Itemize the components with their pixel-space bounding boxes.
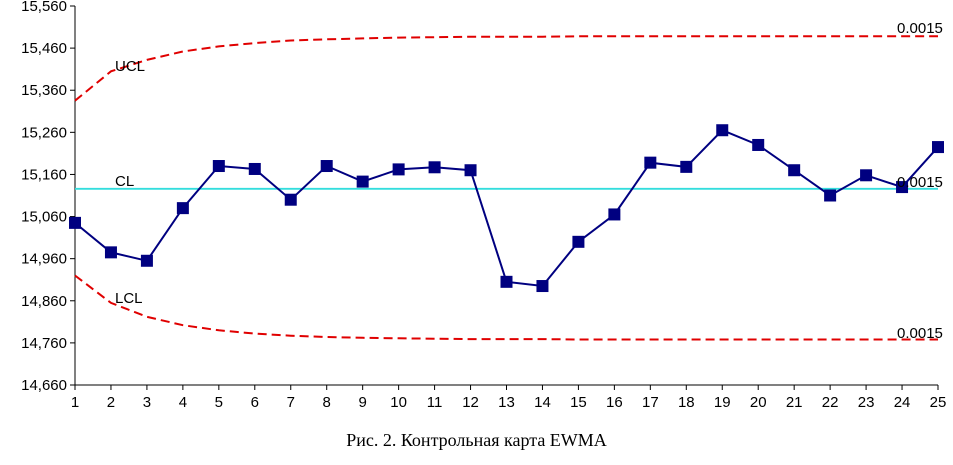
ucl-label: UCL: [115, 58, 145, 75]
ucl-alpha-label: 0.0015: [897, 20, 943, 37]
y-tick-label: 14,660: [21, 377, 67, 394]
x-tick-label: 7: [287, 394, 295, 411]
ewma-point: [69, 216, 81, 229]
ewma-point: [716, 124, 729, 137]
x-tick-label: 21: [786, 394, 803, 411]
ewma-point: [608, 208, 621, 221]
ewma-point: [464, 164, 477, 177]
ewma-point: [752, 138, 765, 151]
x-tick-label: 18: [678, 394, 695, 411]
x-tick-label: 10: [390, 394, 407, 411]
ewma-point: [284, 193, 297, 206]
ewma-point: [140, 254, 153, 267]
x-tick-label: 2: [107, 394, 115, 411]
x-tick-label: 16: [606, 394, 623, 411]
y-tick-label: 15,060: [21, 209, 67, 226]
ewma-point: [428, 161, 441, 174]
ewma-control-chart: 14,660 14,760 14,860 14,960 15,060 15,160 15,2…: [21, 0, 947, 411]
x-tick-label: 20: [750, 394, 767, 411]
y-tick-label: 15,360: [21, 82, 67, 99]
x-tick-label: 17: [642, 394, 659, 411]
x-tick-label: 12: [462, 394, 479, 411]
x-tick-label: 4: [179, 394, 187, 411]
ewma-point: [500, 275, 513, 288]
y-tick-labels: 14,660 14,760 14,860 14,960 15,060 15,160 15,2…: [21, 0, 67, 394]
x-tick-label: 24: [894, 394, 911, 411]
y-tick-label: 15,160: [21, 166, 67, 183]
ewma-point: [248, 162, 261, 175]
x-tick-label: 5: [215, 394, 223, 411]
ewma-point: [860, 169, 873, 182]
ewma-point: [896, 181, 909, 194]
x-tick-label: 13: [498, 394, 515, 411]
x-tick-labels: 1 2 3 4 5 6 7 8 9 10 11 12 13 14 15 16 17 18 19 20 21 22 23 24 2…: [71, 394, 947, 411]
x-tick-label: 11: [427, 394, 443, 411]
x-tick-label: 6: [251, 394, 259, 411]
lcl-label: LCL: [115, 290, 143, 307]
x-tick-label: 15: [570, 394, 587, 411]
y-tick-label: 14,860: [21, 293, 67, 310]
ewma-point: [212, 160, 225, 173]
ucl-line: [74, 35, 938, 102]
ewma-point: [572, 235, 585, 248]
x-tick-label: 9: [358, 394, 366, 411]
x-tick-label: 25: [930, 394, 947, 411]
ewma-point: [932, 141, 944, 154]
x-tick-label: 8: [323, 394, 331, 411]
cl-label: CL: [115, 173, 134, 190]
ewma-point: [176, 202, 189, 215]
ewma-point: [392, 163, 405, 176]
y-tick-label: 15,460: [21, 40, 67, 57]
x-tick-label: 14: [534, 394, 551, 411]
x-tick-label: 23: [858, 394, 875, 411]
y-tick-label: 14,760: [21, 335, 67, 352]
chart-series-lines: [74, 35, 939, 341]
x-tick-label: 3: [143, 394, 151, 411]
ewma-point: [824, 189, 837, 202]
figure-caption: Рис. 2. Контрольная карта EWMA: [346, 430, 607, 450]
lcl-alpha-label: 0.0015: [897, 325, 943, 342]
y-tick-label: 15,560: [21, 0, 67, 15]
x-tick-label: 22: [822, 394, 839, 411]
ewma-point: [644, 156, 657, 169]
x-tick-label: 19: [714, 394, 731, 411]
ewma-point: [104, 246, 117, 259]
lcl-line: [74, 274, 938, 341]
ewma-point: [320, 160, 333, 173]
ewma-point: [536, 280, 549, 293]
ewma-point: [356, 175, 369, 188]
ewma-point: [788, 164, 801, 177]
y-tick-label: 14,960: [21, 251, 67, 268]
cl-alpha-label: 0.0015: [897, 174, 943, 191]
x-tick-label: 1: [71, 394, 79, 411]
ewma-point: [680, 160, 693, 173]
ewma-markers: [69, 124, 944, 293]
ewma-line: [74, 129, 939, 288]
y-tick-label: 15,260: [21, 124, 67, 141]
chart-axes: [70, 5, 939, 390]
